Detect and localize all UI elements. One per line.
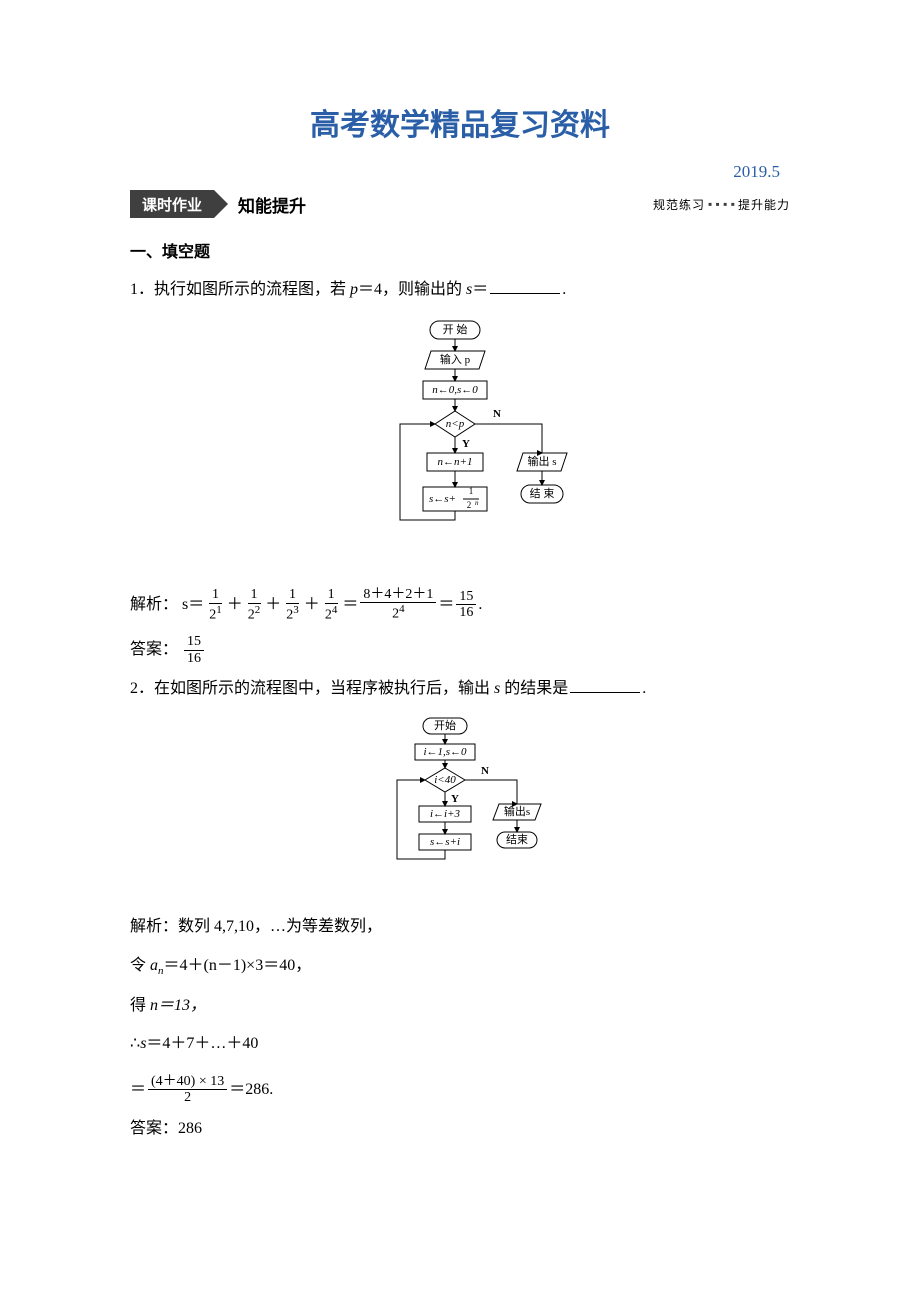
q2-l3-pre: 得 [130, 997, 150, 1014]
q2-l5-num: (4＋40) × 13 [148, 1074, 227, 1090]
q1-var-p: p [350, 281, 358, 298]
q1-result-num: 15 [456, 589, 476, 605]
q2-ans-val: 286 [178, 1120, 202, 1137]
svg-text:N: N [493, 408, 501, 420]
svg-text:Y: Y [451, 793, 459, 805]
svg-text:Y: Y [462, 438, 470, 450]
q1-sol-step2: 8＋4＋2＋1 24 [360, 587, 436, 622]
q2-answer: 答案：286 [130, 1115, 790, 1144]
svg-text:开 始: 开 始 [443, 322, 468, 336]
q2-sol-line5: ＝ (4＋40) × 13 2 ＝286. [130, 1069, 790, 1111]
banner-title: 知能提升 [238, 192, 306, 217]
q2-l5-eq2: ＝286. [229, 1069, 273, 1111]
svg-text:n←n+1: n←n+1 [438, 456, 473, 468]
banner-dots: ▪ ▪ ▪ ▪ [708, 197, 735, 211]
q2-period: . [642, 680, 646, 697]
svg-text:结束: 结束 [506, 833, 528, 846]
q2-text-mid: 的结果是 [500, 680, 568, 697]
flowchart-2: 开始 i←1,s←0 i<40 i←i+3 s←s+i 输出s 结束 Y N [130, 714, 790, 899]
q1-result-den: 16 [456, 605, 476, 620]
q2-text-prefix: 2．在如图所示的流程图中，当程序被执行后，输出 [130, 680, 494, 697]
svg-text:n<p: n<p [446, 418, 465, 430]
svg-text:1: 1 [469, 486, 474, 496]
svg-text:开始: 开始 [434, 718, 456, 732]
svg-text:s←s+i: s←s+i [430, 836, 460, 848]
q1-blank [490, 278, 560, 294]
q2-l4-pre: ∴ [130, 1035, 140, 1052]
q2-l5-frac: (4＋40) × 13 2 [148, 1074, 227, 1106]
svg-text:输出s: 输出s [504, 804, 530, 818]
q2-l2-rest-t: ＝4＋(n－1)×3＝40， [164, 957, 312, 974]
q2-l2-pre: 令 [130, 957, 150, 974]
flowchart-1: 开 始输入 p n←0,s←0 n<p n←n+1 s←s+ 1 2n 输出 s 结 束 Y N [130, 315, 790, 570]
q1-text-mid: ＝4，则输出的 [358, 281, 466, 298]
q1-text-suffix: ＝ [472, 281, 488, 298]
q1-step2-num: 8＋4＋2＋1 [360, 587, 436, 603]
q2-sol-line2: 令 an＝4＋(n－1)×3＝40， [130, 952, 790, 982]
svg-text:i←1,s←0: i←1,s←0 [423, 746, 467, 758]
q1-sol-terms: 121＋122＋123＋124 [204, 584, 342, 626]
svg-text:N: N [481, 765, 489, 777]
date: 2019.5 [130, 162, 790, 182]
q1-ans-num: 15 [184, 634, 204, 650]
svg-text:2: 2 [467, 500, 472, 510]
q2-l3-rest: n＝13， [150, 997, 206, 1014]
svg-text:s←s+: s←s+ [429, 493, 456, 505]
section-banner: 课时作业 知能提升 规范练习 ▪ ▪ ▪ ▪ 提升能力 [130, 190, 790, 218]
banner-right: 规范练习 ▪ ▪ ▪ ▪ 提升能力 [653, 196, 790, 213]
banner-right-1: 规范练习 [653, 196, 705, 213]
svg-text:输入 p: 输入 p [440, 352, 471, 366]
banner-tag: 课时作业 [130, 190, 214, 218]
q2-l2-a: a [150, 957, 158, 974]
q1-sol-eq: ＝ [188, 584, 204, 626]
q2-sol-label: 解析： [130, 918, 178, 935]
svg-text:n←0,s←0: n←0,s←0 [432, 384, 478, 396]
svg-text:i<40: i<40 [434, 774, 456, 786]
q2-sol-line4: ∴s＝4＋7＋…＋40 [130, 1030, 790, 1059]
q1-step2-den: 24 [389, 603, 408, 622]
svg-text:结 束: 结 束 [530, 487, 555, 500]
q1-period: . [562, 281, 566, 298]
q1-ans-frac: 15 16 [184, 634, 204, 666]
q1-solution: 解析： s ＝ 121＋122＋123＋124 ＝ 8＋4＋2＋1 24 ＝ 1… [130, 584, 790, 626]
section-heading-1: 一、填空题 [130, 238, 790, 262]
banner-right-2: 提升能力 [738, 196, 790, 213]
main-title: 高考数学精品复习资料 [130, 100, 790, 144]
q1-sol-result: 15 16 [456, 589, 476, 621]
q2-ans-label: 答案： [130, 1120, 178, 1137]
q2-sol-line1: 解析：数列 4,7,10，…为等差数列， [130, 913, 790, 942]
q1-answer: 答案： 15 16 [130, 629, 790, 671]
svg-text:n: n [475, 499, 479, 507]
q1-sol-eq2: ＝ [342, 584, 358, 626]
q1-sol-label: 解析： [130, 584, 178, 626]
q2-l5-eq: ＝ [130, 1069, 146, 1111]
q1-text-prefix: 1．执行如图所示的流程图，若 [130, 281, 350, 298]
q2-blank [570, 677, 640, 693]
question-2: 2．在如图所示的流程图中，当程序被执行后，输出 s 的结果是. [130, 675, 790, 704]
q2-sol-line3: 得 n＝13， [130, 992, 790, 1021]
q2-l4-rest: ＝4＋7＋…＋40 [146, 1035, 258, 1052]
q2-sol-l1: 数列 4,7,10，…为等差数列， [178, 918, 382, 935]
q1-ans-den: 16 [184, 651, 204, 666]
q2-l5-den: 2 [181, 1090, 194, 1105]
q1-sol-period: . [478, 584, 482, 626]
svg-text:i←i+3: i←i+3 [430, 808, 461, 820]
q1-ans-label: 答案： [130, 629, 178, 671]
svg-text:输出 s: 输出 s [527, 454, 556, 468]
q1-sol-eq3: ＝ [438, 584, 454, 626]
question-1: 1．执行如图所示的流程图，若 p＝4，则输出的 s＝. [130, 276, 790, 305]
